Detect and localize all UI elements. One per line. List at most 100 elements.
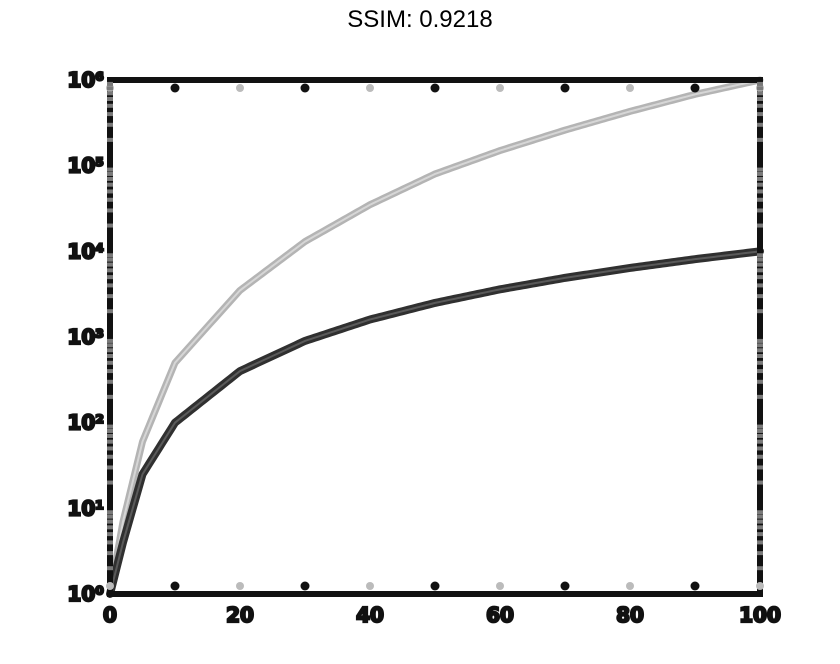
y-minor-tick-right bbox=[757, 171, 763, 176]
y-minor-tick-right bbox=[757, 283, 763, 288]
x-tick-label: 20 bbox=[226, 603, 254, 627]
y-minor-tick-left bbox=[107, 309, 113, 314]
y-minor-tick-left bbox=[107, 454, 113, 459]
y-minor-tick-left bbox=[107, 86, 113, 91]
y-minor-tick-right bbox=[757, 360, 763, 365]
y-minor-tick-right bbox=[757, 122, 763, 127]
x-minor-tick-bottom bbox=[170, 581, 180, 591]
x-tick-label: 100 bbox=[739, 603, 781, 627]
y-minor-tick-right bbox=[757, 532, 763, 537]
y-minor-tick-left bbox=[107, 294, 113, 299]
y-minor-tick-right bbox=[757, 137, 763, 142]
y-minor-tick-left bbox=[107, 223, 113, 228]
x-minor-tick-bottom bbox=[300, 581, 310, 591]
y-minor-tick-right bbox=[757, 262, 763, 267]
y-minor-tick-left bbox=[107, 343, 113, 348]
y-minor-tick-left bbox=[107, 262, 113, 267]
y-minor-tick-left bbox=[107, 122, 113, 127]
y-minor-tick-right bbox=[757, 176, 763, 181]
y-minor-tick-left bbox=[107, 253, 113, 258]
y-minor-tick-right bbox=[757, 379, 763, 384]
x-major-tick-top bbox=[236, 84, 244, 92]
y-minor-tick-right bbox=[757, 86, 763, 91]
y-minor-tick-left bbox=[107, 424, 113, 429]
y-minor-tick-right bbox=[757, 454, 763, 459]
y-minor-tick-left bbox=[107, 167, 113, 172]
y-minor-tick-left bbox=[107, 369, 113, 374]
x-minor-tick-bottom bbox=[690, 581, 700, 591]
axes-frame bbox=[107, 77, 763, 597]
y-minor-tick-right bbox=[757, 446, 763, 451]
y-minor-tick-left bbox=[107, 176, 113, 181]
x-minor-tick-bottom bbox=[560, 581, 570, 591]
y-minor-tick-right bbox=[757, 197, 763, 202]
y-minor-tick-left bbox=[107, 360, 113, 365]
y-minor-tick-left bbox=[107, 394, 113, 399]
y-minor-tick-right bbox=[757, 439, 763, 444]
y-minor-tick-left bbox=[107, 446, 113, 451]
y-tick-label: 10⁶ bbox=[67, 68, 104, 92]
x-major-tick-top bbox=[626, 84, 634, 92]
y-minor-tick-left bbox=[107, 257, 113, 262]
y-minor-tick-right bbox=[757, 514, 763, 519]
y-minor-tick-right bbox=[757, 275, 763, 280]
y-minor-tick-left bbox=[107, 208, 113, 213]
x-major-tick-bottom bbox=[496, 582, 504, 590]
y-minor-tick-right bbox=[757, 223, 763, 228]
y-minor-tick-left bbox=[107, 514, 113, 519]
y-minor-tick-right bbox=[757, 343, 763, 348]
y-minor-tick-right bbox=[757, 525, 763, 530]
x-tick-label: 60 bbox=[486, 603, 514, 627]
tick-layer: 0 20 40 60 80 100 10⁰ 10¹ 10² 10³ 10⁴ 10⁵ 10⁶ bbox=[66, 67, 782, 628]
x-major-tick-top bbox=[496, 84, 504, 92]
y-minor-tick-left bbox=[107, 189, 113, 194]
y-tick-label: 10³ bbox=[67, 325, 104, 349]
y-minor-tick-left bbox=[107, 379, 113, 384]
x-minor-tick-top bbox=[430, 83, 440, 93]
y-minor-tick-left bbox=[107, 171, 113, 176]
y-minor-tick-right bbox=[757, 428, 763, 433]
y-minor-tick-right bbox=[757, 208, 763, 213]
series-line-1 bbox=[106, 76, 764, 598]
series-layer bbox=[106, 76, 764, 598]
y-minor-tick-left bbox=[107, 137, 113, 142]
x-minor-tick-top bbox=[170, 83, 180, 93]
y-minor-tick-left bbox=[107, 532, 113, 537]
series-line-highlight-1 bbox=[109, 79, 761, 595]
y-minor-tick-left bbox=[107, 540, 113, 545]
y-minor-tick-left bbox=[107, 433, 113, 438]
y-minor-tick-right bbox=[757, 338, 763, 343]
x-tick-label: 80 bbox=[616, 603, 644, 627]
axes-layer bbox=[106, 77, 764, 597]
y-minor-tick-right bbox=[757, 253, 763, 258]
y-minor-tick-right bbox=[757, 465, 763, 470]
y-minor-tick-left bbox=[107, 338, 113, 343]
y-minor-tick-left bbox=[107, 103, 113, 108]
y-minor-tick-right bbox=[757, 81, 763, 86]
y-minor-tick-left bbox=[107, 283, 113, 288]
y-minor-tick-right bbox=[757, 257, 763, 262]
y-minor-tick-right bbox=[757, 97, 763, 102]
y-minor-tick-right bbox=[757, 189, 763, 194]
y-minor-tick-right bbox=[757, 510, 763, 515]
y-minor-tick-right bbox=[757, 91, 763, 96]
x-minor-tick-top bbox=[690, 83, 700, 93]
y-minor-tick-right bbox=[757, 103, 763, 108]
y-minor-tick-left bbox=[107, 197, 113, 202]
y-minor-tick-right bbox=[757, 480, 763, 485]
x-major-tick-top bbox=[366, 84, 374, 92]
x-major-tick-bottom bbox=[756, 582, 764, 590]
x-major-tick-bottom bbox=[106, 582, 114, 590]
y-minor-tick-left bbox=[107, 112, 113, 117]
y-minor-tick-right bbox=[757, 167, 763, 172]
x-major-tick-bottom bbox=[366, 582, 374, 590]
chart-title: SSIM: 0.9218 bbox=[347, 6, 493, 33]
y-minor-tick-left bbox=[107, 182, 113, 187]
x-major-tick-bottom bbox=[626, 582, 634, 590]
y-minor-tick-right bbox=[757, 540, 763, 545]
y-minor-tick-right bbox=[757, 268, 763, 273]
x-minor-tick-top bbox=[560, 83, 570, 93]
y-minor-tick-right bbox=[757, 348, 763, 353]
y-minor-tick-left bbox=[107, 465, 113, 470]
